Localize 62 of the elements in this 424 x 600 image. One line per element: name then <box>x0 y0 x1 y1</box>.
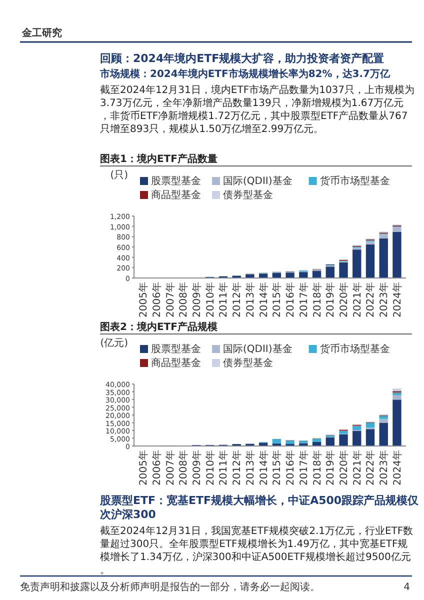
x-tick-label: 2011年 <box>218 282 230 318</box>
x-tick-label: 2006年 <box>150 282 163 318</box>
text: 截至2024年12月31日，境内ETF市场产品数量为1037只，上市规模为3.73万亿元，全年净新增产品数量139只，净新增规模为1.67万亿元，非货币ETF净新增规模1.72万亿元，其中股票型ETF产品数量从767只增至893只，规模从1.50万亿增至2.99万亿元。 <box>100 84 415 135</box>
x-tick-label: 2015年 <box>271 450 284 486</box>
legend-label: 国际(QDII)基金 <box>223 175 292 187</box>
x-tick-label: 2006年 <box>150 450 163 486</box>
x-tick-label: 2008年 <box>178 450 190 486</box>
y-axis-title: (只) <box>110 170 128 181</box>
x-tick-label: 2023年 <box>378 282 390 318</box>
x-tick-label: 2017年 <box>298 450 310 486</box>
legend-label: 债券型基金 <box>223 357 273 369</box>
legend-label: 债券型基金 <box>223 189 273 201</box>
x-tick-label: 2009年 <box>190 282 203 318</box>
legend-label: 国际(QDII)基金 <box>223 343 292 355</box>
x-tick-label: 2024年 <box>391 450 404 486</box>
x-tick-label: 2005年 <box>138 282 150 318</box>
x-tick-label: 2022年 <box>364 282 377 318</box>
x-tick-label: 2022年 <box>364 450 377 486</box>
x-tick-label: 2012年 <box>231 282 244 318</box>
x-tick-label: 2005年 <box>138 450 150 486</box>
x-tick-label: 2018年 <box>311 282 324 318</box>
x-tick-label: 2007年 <box>164 450 176 486</box>
x-tick-label: 2019年 <box>324 282 337 318</box>
x-tick-label: 2013年 <box>244 450 256 486</box>
x-tick-label: 2009年 <box>190 450 203 486</box>
text: 市场规模：2024年境内ETF市场规模增长率为82%，达3.7万亿 <box>99 68 391 80</box>
x-tick-label: 2019年 <box>324 450 337 486</box>
x-tick-label: 2011年 <box>218 450 230 486</box>
x-tick-label: 2010年 <box>204 450 216 486</box>
x-tick-label: 2021年 <box>351 282 364 318</box>
legend-label: 商品型基金 <box>151 189 201 201</box>
legend-label: 股票型基金 <box>151 343 201 355</box>
x-tick-label: 2015年 <box>271 282 284 318</box>
x-tick-label: 2023年 <box>378 450 390 486</box>
text: 截至2024年12月31日，我国宽基ETF规模突破2.1万亿元，行业ETF数量超过300只。全年股票型ETF规模增长为1.49万亿，其中宽基ETF规模增长了1.34万亿，沪深300和中证A500ETF规模增长超过9500亿元。 <box>100 525 414 576</box>
text: 4 <box>404 582 410 593</box>
x-tick-label: 2024年 <box>391 282 404 318</box>
legend-label: 商品型基金 <box>151 357 201 369</box>
x-tick-label: 2010年 <box>204 282 216 318</box>
x-tick-label: 2012年 <box>231 450 244 486</box>
legend-label: 货币市场型基金 <box>320 175 390 187</box>
x-tick-label: 2007年 <box>164 282 176 318</box>
x-tick-label: 2018年 <box>311 450 324 486</box>
chart-title: 图表2：境内ETF产品规模 <box>100 321 218 333</box>
text: 回顾：2024年境内ETF规模大扩容，助力投资者资产配置 <box>100 52 384 65</box>
x-tick-label: 2008年 <box>178 282 190 318</box>
x-tick-label: 2021年 <box>351 450 364 486</box>
y-axis-title: (亿元) <box>100 338 128 349</box>
x-tick-label: 2017年 <box>298 282 310 318</box>
x-tick-label: 2016年 <box>284 450 297 486</box>
text: 免责声明和披露以及分析师声明是报告的一部分，请务必一起阅读。 <box>20 581 320 593</box>
legend-label: 货币市场型基金 <box>320 343 390 355</box>
text: 股票型ETF：宽基ETF规模大幅增长，中证A500跟踪产品规模仅次沪深300 <box>99 494 420 521</box>
x-tick-label: 2013年 <box>244 282 256 318</box>
text: 金工研究 <box>21 27 62 39</box>
x-tick-label: 2016年 <box>284 282 297 318</box>
x-tick-label: 2020年 <box>338 450 350 486</box>
legend-label: 股票型基金 <box>151 175 201 187</box>
x-tick-label: 2014年 <box>258 282 270 318</box>
x-tick-label: 2014年 <box>258 450 270 486</box>
x-tick-label: 2020年 <box>338 282 350 318</box>
chart-title: 图表1：境内ETF产品数量 <box>100 153 218 165</box>
